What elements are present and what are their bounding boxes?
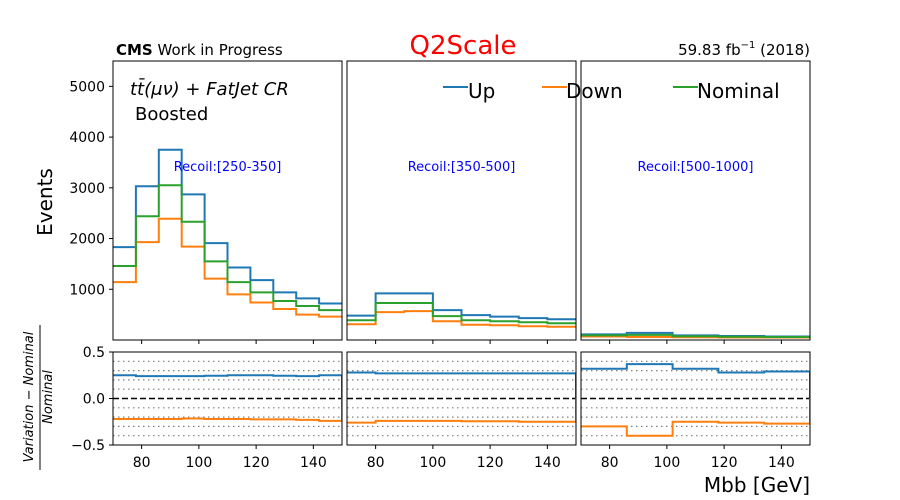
series-up-panel-2 — [347, 292, 576, 321]
panel-2: Recoil:[350-500] 80 100 120 140 — [346, 60, 577, 471]
cms-label: CMS Work in Progress — [116, 41, 283, 59]
panel-1: Recoil:[250-350] 1000 2000 3000 4000 5000 80 10… — [69, 60, 343, 471]
ratio-y-tick-label: 0.0 — [83, 392, 105, 408]
region-label-line2: Boosted — [135, 104, 208, 125]
luminosity-label: 59.83 fb−1 (2018) — [678, 40, 810, 59]
panel-2-frame — [346, 60, 577, 341]
panel-2-histograms — [347, 292, 576, 328]
ratio-y-label-numerator: Variation − Nominal — [22, 331, 37, 462]
panel-1-frame — [112, 60, 343, 341]
ratio-down-panel-2 — [347, 398, 576, 424]
x-tick-label: 140 — [768, 455, 795, 471]
x-tick-label: 80 — [367, 455, 385, 471]
y-tick-label: 3000 — [69, 181, 105, 197]
ratio-y-label-denominator: Nominal — [41, 370, 56, 424]
series-nominal-panel-1 — [113, 184, 342, 312]
x-tick-label: 80 — [133, 455, 151, 471]
chart-title: Q2Scale — [410, 31, 517, 61]
y-tick-label: 1000 — [69, 282, 105, 298]
ratio-y-tick-label: −0.5 — [71, 438, 105, 454]
recoil-label-panel-2: Recoil:[350-500] — [408, 160, 516, 175]
series-nominal-panel-2 — [347, 301, 576, 325]
panel-3-ratio — [581, 360, 810, 437]
ratio-up-panel-2 — [347, 371, 576, 399]
y-tick-label: 4000 — [69, 130, 105, 146]
x-tick-label: 100 — [186, 455, 213, 471]
x-tick-label: 120 — [243, 455, 270, 471]
legend: Up Down Nominal — [443, 79, 780, 103]
x-tick-label: 140 — [300, 455, 327, 471]
series-up-panel-1 — [113, 148, 342, 305]
series-down-panel-1 — [113, 217, 342, 318]
recoil-label-panel-3: Recoil:[500-1000] — [638, 160, 754, 175]
ratio-up-panel-1 — [113, 374, 342, 399]
legend-down-label: Down — [566, 79, 623, 103]
series-down-panel-2 — [347, 310, 576, 328]
legend-up-label: Up — [468, 79, 495, 103]
ratio-down-panel-3 — [581, 398, 810, 437]
x-tick-label: 120 — [477, 455, 504, 471]
x-tick-label: 120 — [711, 455, 738, 471]
ratio-frame-panel-3 — [580, 351, 811, 446]
panel-3-histograms — [581, 331, 810, 339]
legend-nominal-label: Nominal — [697, 79, 780, 103]
panel-3: Recoil:[500-1000] 80 100 120 140 — [580, 60, 811, 471]
panel-2-ratio — [347, 360, 576, 437]
ratio-frame-panel-2 — [346, 351, 577, 446]
x-tick-label: 100 — [420, 455, 447, 471]
x-tick-label: 140 — [534, 455, 561, 471]
recoil-label-panel-1: Recoil:[250-350] — [174, 160, 282, 175]
ratio-y-tick-label: 0.5 — [83, 345, 105, 361]
y-tick-label: 5000 — [69, 79, 105, 95]
region-label-line1: tt̄(μν) + FatJet CR — [130, 78, 289, 100]
panel-3-frame — [580, 60, 811, 341]
ratio-up-panel-3 — [581, 363, 810, 399]
panel-1-histograms — [113, 148, 342, 318]
y-tick-label: 2000 — [69, 232, 105, 248]
series-nominal-panel-3 — [581, 333, 810, 338]
x-tick-label: 100 — [654, 455, 681, 471]
x-tick-label: 80 — [601, 455, 619, 471]
panel-1-ratio — [113, 360, 342, 437]
x-axis-label: Mbb [GeV] — [704, 473, 810, 497]
y-axis-label: Events — [33, 168, 57, 236]
ratio-down-panel-1 — [113, 398, 342, 422]
